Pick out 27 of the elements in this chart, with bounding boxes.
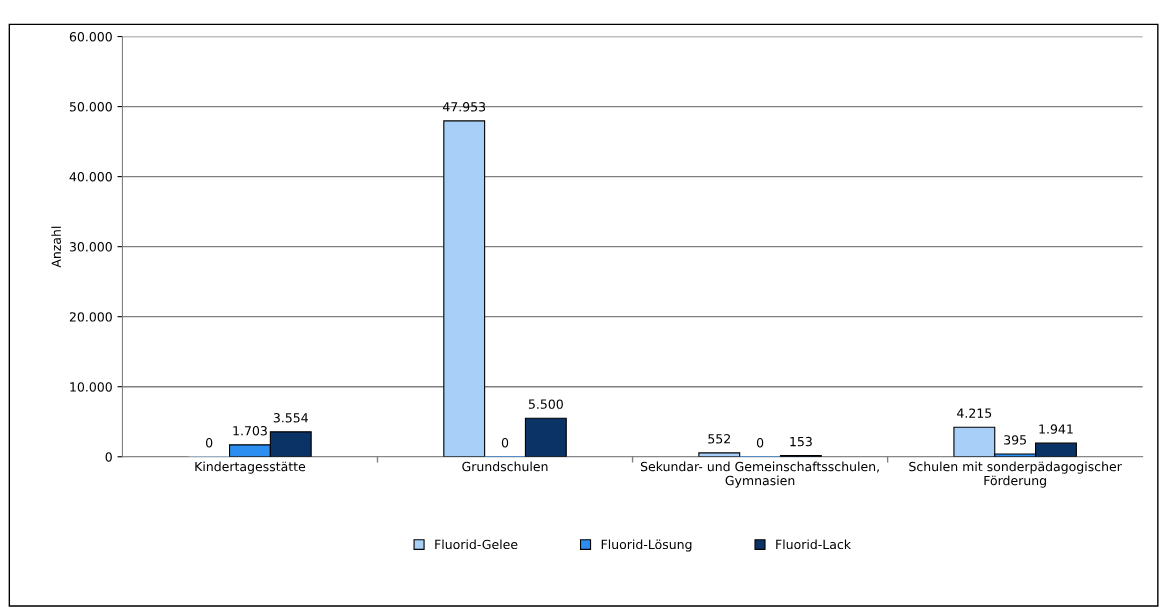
data-label: 153 — [790, 436, 812, 447]
data-label: 552 — [708, 434, 730, 444]
data-label: 1.703 — [233, 426, 267, 436]
data-label: 395 — [1004, 435, 1026, 445]
y-tick-label: 50.000 — [69, 102, 112, 112]
x-tick-label: Grundschulen — [462, 461, 548, 472]
data-label: 1.941 — [1039, 424, 1073, 434]
data-label: 5.500 — [528, 399, 563, 409]
x-tick-label: Schulen mit sonderpädagogischer Förderung — [909, 461, 1122, 488]
x-tick-label: Sekundar- und Gemeinschaftsschulen, Gymnasien — [640, 461, 879, 488]
y-tick-label: 40.000 — [69, 172, 112, 182]
y-tick-label: 60.000 — [69, 32, 112, 42]
data-label: 0 — [206, 437, 213, 448]
y-tick-label: 10.000 — [70, 382, 112, 392]
x-tick-label: Kindertagesstätte — [195, 461, 306, 474]
legend-label: Fluorid-Gelee — [435, 539, 518, 550]
y-tick-label: 0 — [105, 452, 112, 462]
data-label: 0 — [501, 437, 509, 448]
data-label: 47.953 — [442, 102, 486, 112]
data-label: 4.215 — [957, 408, 992, 418]
data-label: 0 — [756, 437, 764, 448]
data-label: 3.554 — [273, 413, 308, 423]
y-axis-title: Anzahl — [51, 226, 61, 268]
legend-label: Fluorid-Lack — [776, 539, 852, 550]
y-tick-label: 30.000 — [69, 242, 112, 252]
y-tick-label: 20.000 — [69, 312, 112, 322]
legend-label: Fluorid-Lösung — [601, 539, 692, 552]
